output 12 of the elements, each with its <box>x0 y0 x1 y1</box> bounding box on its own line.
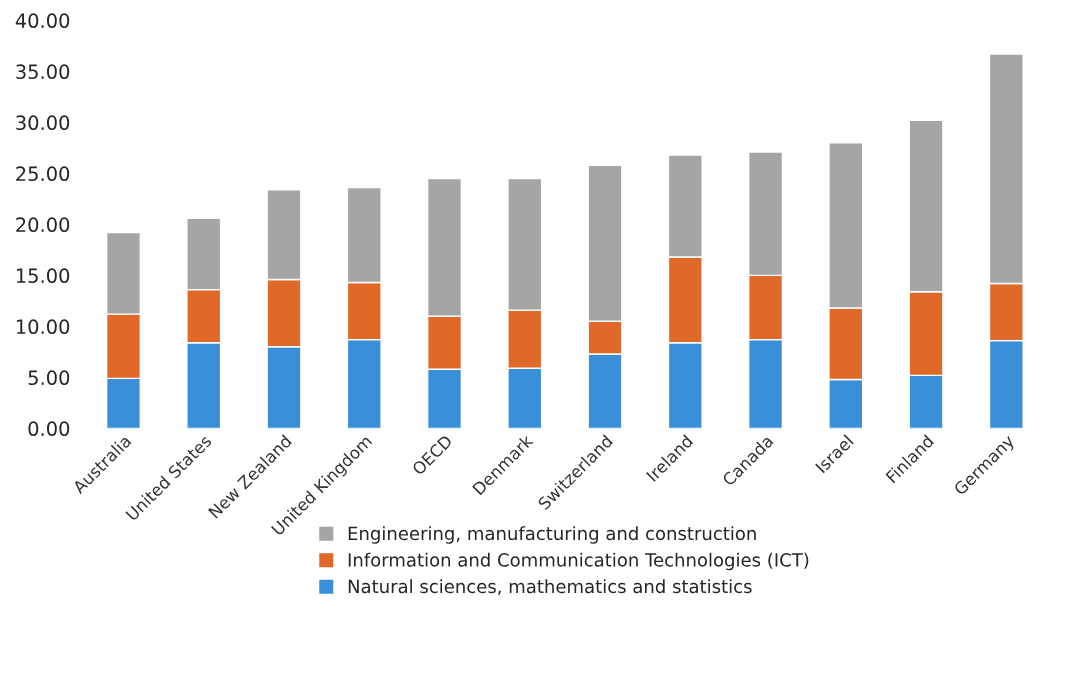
y-tick-label: 40.00 <box>15 13 70 29</box>
legend-label: Natural sciences, mathematics and statistics <box>348 579 752 596</box>
y-tick-label: 35.00 <box>16 64 70 80</box>
y-tick-label: 10.00 <box>16 319 70 335</box>
legend-label: Engineering, manufacturing and construction <box>348 526 756 544</box>
y-tick-label: 15.00 <box>16 268 70 284</box>
y-tick-label: 25.00 <box>16 166 70 182</box>
y-tick-label: 30.00 <box>16 115 70 131</box>
legend-label: Information and Communication Technologies (ICT) <box>348 552 809 571</box>
y-tick-label: 20.00 <box>16 217 70 233</box>
y-tick-label: 5.00 <box>28 370 70 386</box>
y-tick-label: 0.00 <box>28 421 70 437</box>
